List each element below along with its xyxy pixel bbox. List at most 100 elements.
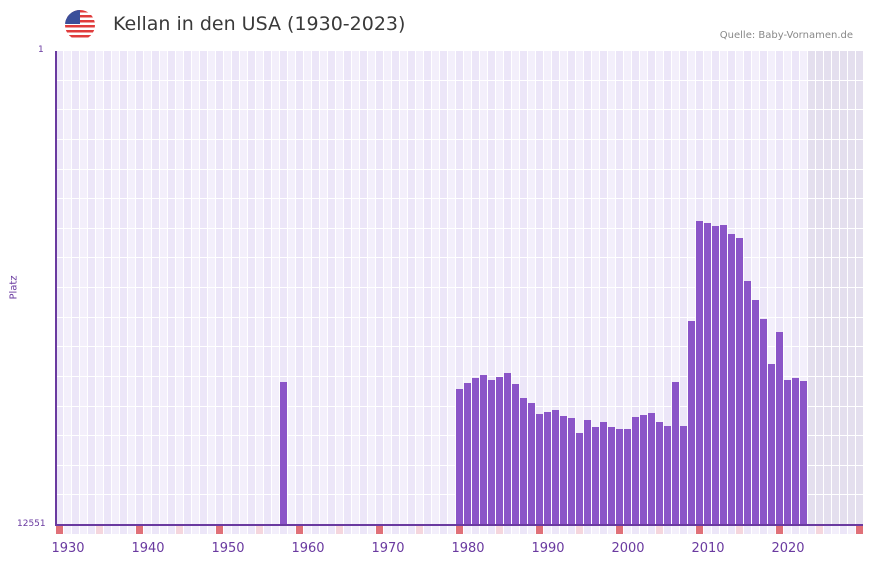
bar-1991[interactable] bbox=[560, 415, 567, 525]
bar-2001[interactable] bbox=[640, 414, 647, 525]
bar-2016[interactable] bbox=[760, 319, 767, 525]
bar-2011[interactable] bbox=[720, 225, 727, 525]
bar-1996[interactable] bbox=[600, 422, 607, 525]
grid-cell bbox=[200, 258, 207, 287]
bar-1978[interactable] bbox=[456, 388, 463, 525]
bar-1979[interactable] bbox=[464, 382, 471, 525]
bar-2017[interactable] bbox=[768, 363, 775, 525]
bar-2008[interactable] bbox=[696, 220, 703, 525]
grid-cell bbox=[352, 169, 359, 199]
grid-cell bbox=[376, 317, 383, 347]
grid-cell bbox=[408, 80, 415, 110]
grid-cell bbox=[568, 317, 575, 347]
grid-cell bbox=[800, 169, 807, 199]
bar-2002[interactable] bbox=[648, 412, 655, 525]
grid-cell bbox=[312, 436, 319, 465]
bar-1997[interactable] bbox=[608, 426, 615, 525]
bar-1992[interactable] bbox=[568, 418, 575, 525]
bar-2007[interactable] bbox=[688, 321, 695, 525]
grid-cell bbox=[608, 169, 615, 199]
bar-2019[interactable] bbox=[784, 380, 791, 525]
grid-cell bbox=[848, 376, 855, 406]
bar-1983[interactable] bbox=[496, 376, 503, 525]
grid-cell bbox=[96, 317, 103, 347]
bar-1956[interactable] bbox=[280, 382, 287, 525]
grid-cell bbox=[200, 465, 207, 495]
bar-2009[interactable] bbox=[704, 222, 711, 525]
bar-2000[interactable] bbox=[632, 417, 639, 525]
grid-cell bbox=[800, 51, 807, 80]
bar-1984[interactable] bbox=[504, 372, 511, 525]
year-marker bbox=[800, 526, 807, 534]
grid-cell bbox=[624, 80, 631, 110]
bar-2003[interactable] bbox=[656, 422, 663, 525]
grid-cell bbox=[184, 436, 191, 465]
grid-cell bbox=[792, 258, 799, 287]
grid-cell bbox=[392, 495, 399, 524]
bar-2005[interactable] bbox=[672, 382, 679, 525]
grid-cell bbox=[344, 110, 351, 139]
grid-cell bbox=[224, 495, 231, 524]
grid-cell bbox=[88, 139, 95, 169]
grid-cell bbox=[72, 436, 79, 465]
grid-cell bbox=[144, 288, 151, 317]
bar-1994[interactable] bbox=[584, 420, 591, 525]
bar-2014[interactable] bbox=[744, 281, 751, 525]
bar-2015[interactable] bbox=[752, 300, 759, 525]
bar-2010[interactable] bbox=[712, 225, 719, 525]
bar-2004[interactable] bbox=[664, 426, 671, 525]
grid-cell bbox=[504, 317, 511, 347]
bar-1986[interactable] bbox=[520, 398, 527, 525]
grid-cell bbox=[520, 376, 527, 406]
bar-2013[interactable] bbox=[736, 237, 743, 525]
grid-cell bbox=[208, 317, 215, 347]
bar-2006[interactable] bbox=[680, 426, 687, 525]
grid-cell bbox=[616, 51, 623, 80]
grid-cell bbox=[136, 228, 143, 258]
grid-cell bbox=[112, 288, 119, 317]
grid-cell bbox=[768, 199, 775, 228]
grid-cell bbox=[648, 317, 655, 347]
bar-1999[interactable] bbox=[624, 428, 631, 525]
grid-cell bbox=[80, 465, 87, 495]
year-marker bbox=[256, 526, 263, 534]
grid-cell bbox=[544, 258, 551, 287]
bar-1987[interactable] bbox=[528, 403, 535, 525]
grid-cell bbox=[104, 436, 111, 465]
grid-cell bbox=[176, 347, 183, 376]
grid-cell bbox=[320, 110, 327, 139]
grid-cell bbox=[328, 258, 335, 287]
bar-1998[interactable] bbox=[616, 428, 623, 525]
bar-1993[interactable] bbox=[576, 432, 583, 525]
bar-2012[interactable] bbox=[728, 233, 735, 525]
bar-1982[interactable] bbox=[488, 380, 495, 525]
bar-1988[interactable] bbox=[536, 413, 543, 525]
grid-cell bbox=[152, 169, 159, 199]
bar-1981[interactable] bbox=[480, 374, 487, 525]
bar-1989[interactable] bbox=[544, 411, 551, 525]
bar-1990[interactable] bbox=[552, 409, 559, 525]
grid-cell bbox=[152, 317, 159, 347]
grid-cell bbox=[288, 139, 295, 169]
grid-cell bbox=[784, 80, 791, 110]
grid-cell bbox=[376, 406, 383, 436]
grid-cell bbox=[568, 376, 575, 406]
bar-1985[interactable] bbox=[512, 384, 519, 525]
grid-cell bbox=[488, 258, 495, 287]
grid-cell bbox=[560, 169, 567, 199]
bar-2018[interactable] bbox=[776, 332, 783, 525]
grid-cell bbox=[168, 436, 175, 465]
grid-cell bbox=[352, 110, 359, 139]
grid-cell bbox=[384, 228, 391, 258]
grid-cell bbox=[664, 110, 671, 139]
grid-cell bbox=[744, 51, 751, 80]
grid-cell bbox=[536, 347, 543, 376]
bar-2021[interactable] bbox=[800, 380, 807, 525]
grid-cell bbox=[536, 80, 543, 110]
bar-2020[interactable] bbox=[792, 378, 799, 525]
grid-cell bbox=[224, 169, 231, 199]
bar-1995[interactable] bbox=[592, 426, 599, 525]
grid-cell bbox=[560, 110, 567, 139]
grid-cell bbox=[440, 288, 447, 317]
bar-1980[interactable] bbox=[472, 378, 479, 525]
